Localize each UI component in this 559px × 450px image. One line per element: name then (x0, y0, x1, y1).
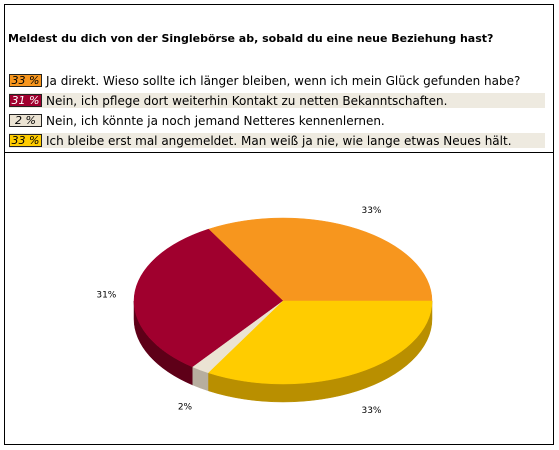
pie-data-label: 2% (178, 402, 193, 412)
answer-row: 2 % Nein, ich könnte ja noch jemand Nett… (7, 111, 551, 131)
pie-slice (133, 228, 284, 368)
pie-top (133, 217, 433, 385)
pie-side-walls (133, 300, 433, 403)
pie-data-label: 31% (96, 290, 116, 300)
answer-row: 33 % Ich bleibe erst mal angemeldet. Man… (7, 131, 551, 151)
answer-text: Nein, ich könnte ja noch jemand Netteres… (46, 114, 385, 128)
answer-percent-badge: 33 % (9, 74, 42, 87)
answer-percent-badge: 2 % (9, 114, 42, 127)
divider (5, 152, 553, 153)
pie-data-labels: 33% 31% 2% 33% (96, 206, 382, 416)
pie-data-label: 33% (361, 206, 381, 216)
pie-slice (208, 217, 433, 302)
poll-question: Meldest du dich von der Singlebörse ab, … (8, 32, 494, 45)
poll-frame: Meldest du dich von der Singlebörse ab, … (4, 4, 554, 445)
pie-chart: 33% 31% 2% 33% (96, 206, 433, 416)
pie-data-label: 33% (361, 406, 381, 416)
answer-legend: 33 % Ja direkt. Wieso sollte ich länger … (7, 71, 551, 151)
answer-percent-badge: 33 % (9, 134, 42, 147)
answer-text: Nein, ich pflege dort weiterhin Kontakt … (46, 94, 448, 108)
answer-row: 31 % Nein, ich pflege dort weiterhin Kon… (7, 91, 551, 111)
pie-slice (208, 300, 433, 385)
answer-row: 33 % Ja direkt. Wieso sollte ich länger … (7, 71, 551, 91)
answer-text: Ich bleibe erst mal angemeldet. Man weiß… (46, 134, 512, 148)
answer-percent-badge: 31 % (9, 94, 42, 107)
answer-text: Ja direkt. Wieso sollte ich länger bleib… (46, 74, 521, 88)
